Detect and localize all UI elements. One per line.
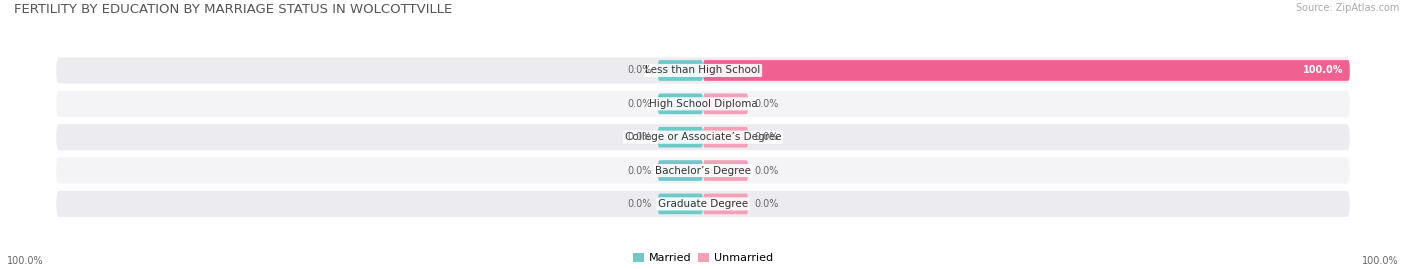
Legend: Married, Unmarried: Married, Unmarried [633, 253, 773, 263]
FancyBboxPatch shape [56, 191, 1350, 217]
Text: Graduate Degree: Graduate Degree [658, 199, 748, 209]
FancyBboxPatch shape [658, 127, 703, 147]
Text: 0.0%: 0.0% [627, 199, 651, 209]
FancyBboxPatch shape [703, 160, 748, 181]
Text: 0.0%: 0.0% [627, 65, 651, 76]
Text: 100.0%: 100.0% [1362, 256, 1399, 266]
Text: High School Diploma: High School Diploma [648, 99, 758, 109]
Text: College or Associate’s Degree: College or Associate’s Degree [624, 132, 782, 142]
FancyBboxPatch shape [658, 94, 703, 114]
FancyBboxPatch shape [56, 124, 1350, 150]
Text: 0.0%: 0.0% [755, 99, 779, 109]
FancyBboxPatch shape [703, 194, 748, 214]
Text: 0.0%: 0.0% [755, 165, 779, 176]
FancyBboxPatch shape [658, 160, 703, 181]
Text: 100.0%: 100.0% [1303, 65, 1343, 76]
FancyBboxPatch shape [56, 58, 1350, 83]
Text: 0.0%: 0.0% [627, 165, 651, 176]
FancyBboxPatch shape [658, 194, 703, 214]
Text: Less than High School: Less than High School [645, 65, 761, 76]
Text: 0.0%: 0.0% [755, 132, 779, 142]
FancyBboxPatch shape [703, 60, 1350, 81]
Text: 100.0%: 100.0% [7, 256, 44, 266]
FancyBboxPatch shape [703, 127, 748, 147]
Text: FERTILITY BY EDUCATION BY MARRIAGE STATUS IN WOLCOTTVILLE: FERTILITY BY EDUCATION BY MARRIAGE STATU… [14, 3, 453, 16]
FancyBboxPatch shape [703, 94, 748, 114]
Text: 0.0%: 0.0% [627, 132, 651, 142]
Text: 0.0%: 0.0% [755, 199, 779, 209]
FancyBboxPatch shape [56, 158, 1350, 183]
Text: 0.0%: 0.0% [627, 99, 651, 109]
FancyBboxPatch shape [658, 60, 703, 81]
Text: Bachelor’s Degree: Bachelor’s Degree [655, 165, 751, 176]
Text: Source: ZipAtlas.com: Source: ZipAtlas.com [1295, 3, 1399, 13]
FancyBboxPatch shape [56, 91, 1350, 117]
